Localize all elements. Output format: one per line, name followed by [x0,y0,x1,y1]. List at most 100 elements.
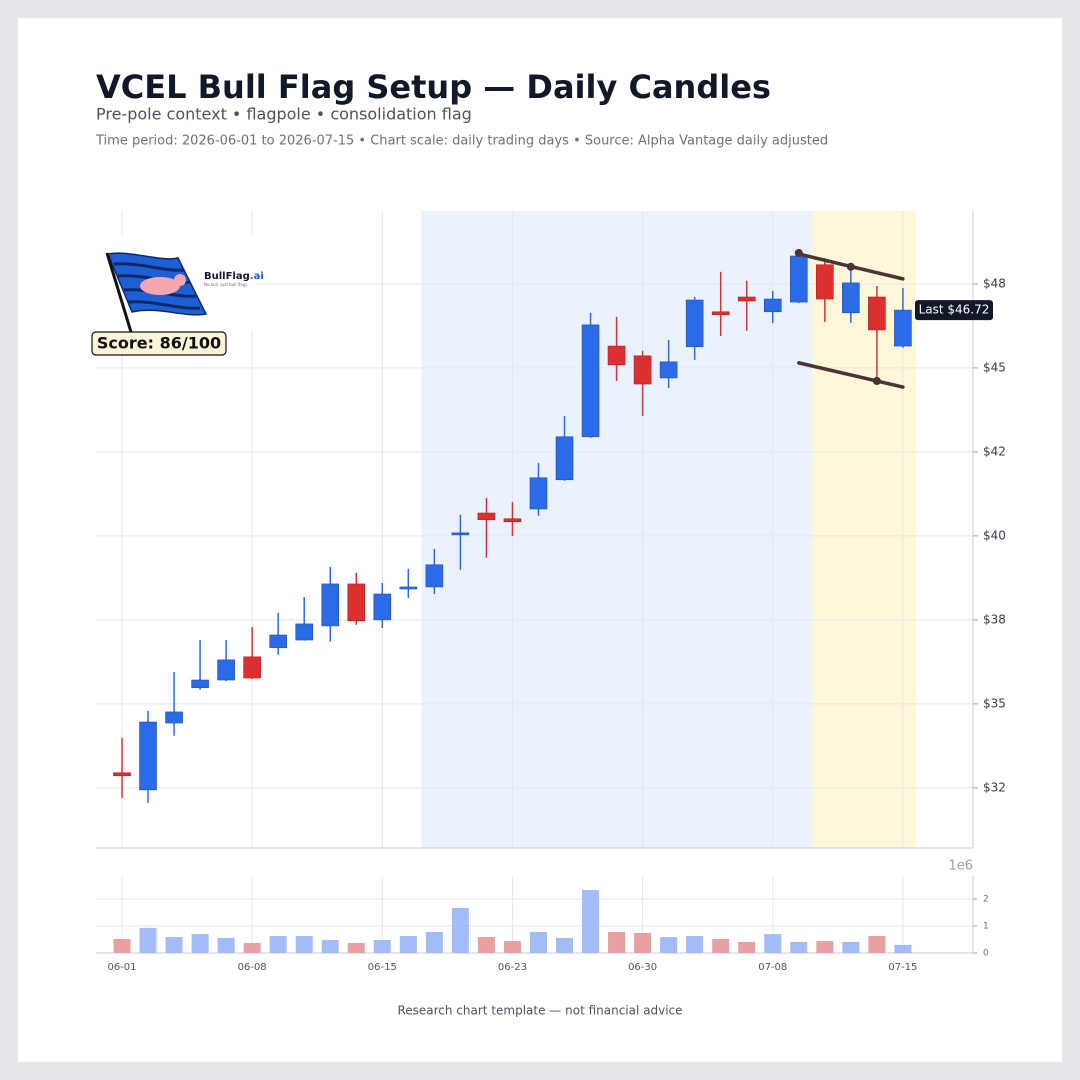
pivot [794,248,803,257]
candle-body [295,623,314,641]
volume-bar [816,941,834,953]
candle-body [763,298,782,313]
volume-bar [165,937,183,953]
bull-head [174,274,186,286]
volume-bar [712,938,730,953]
candle-body [399,586,418,590]
candle-body [581,324,600,438]
volume-bar [113,938,131,953]
y-tick-label: $45 [983,360,1006,374]
phase-region [811,211,916,848]
volume-bar [347,943,365,953]
candle-body [607,345,626,366]
last-label-box [915,300,993,321]
last-label: Last $46.72 [919,303,990,317]
volume-tick-label: 1 [983,921,989,931]
subtitle: Pre-pole context • flagpole • consolidat… [96,105,472,124]
score: Score: 86/100 [97,334,221,353]
candle-body [816,264,834,300]
y-tick-label: $38 [983,612,1006,626]
candle-body [269,634,287,649]
y-tick-label: $48 [983,276,1006,290]
pivot [872,377,881,386]
volume-bar [738,941,756,953]
volume-bar [529,931,547,953]
x-tick-label: 06-23 [498,962,527,973]
candle-body [842,282,860,314]
volume-bar [217,937,235,953]
volume-bar [503,941,521,953]
volume-bar [582,890,600,953]
x-tick-label: 06-30 [628,962,657,973]
candle-body [243,656,261,679]
volume-tick-label: 2 [983,894,989,904]
logo-brand: BullFlag.ai [204,271,264,282]
candle-body [191,679,209,689]
bull [140,277,180,295]
candle-body [868,296,886,331]
candle-body [685,299,704,348]
volume-bar [842,941,860,953]
volume-bar [764,934,782,953]
phase-region [421,211,812,848]
candle-body [217,659,235,681]
x-tick-label: 07-08 [758,962,787,973]
candle-body [451,532,470,536]
volume-bar [295,935,313,953]
volume-bar [269,935,287,953]
volume-bar [660,937,678,953]
pivot [846,262,855,271]
volume-bar [894,944,912,953]
y-tick-label: $35 [983,696,1006,710]
y-tick-label: $42 [983,444,1006,458]
volume-bar [243,943,261,953]
plot: 06-01 06-08 06-15 06-23 06-30 07-08 07-15 $32 $3… [96,211,1006,973]
x-tick-label: 06-01 [107,962,136,973]
logo-tagline: No bull. Just bull flags [204,282,247,287]
y-tick-label: $40 [983,528,1006,542]
score-box [91,331,227,356]
logo: BullFlag.ai No bull. Just bull flags Sco… [91,235,264,356]
volume-offset: 1e6 [948,859,973,874]
brand-suffix: .ai [250,271,264,282]
volume-bar [556,937,574,953]
candle-body [139,721,157,791]
x-tick-label: 06-08 [238,962,267,973]
candle-body [555,436,574,481]
candle-body [347,583,366,622]
volume-bar [373,940,391,953]
candle-body [165,711,183,724]
candle-body [373,593,392,621]
x-tick-label: 07-15 [888,962,917,973]
candle-body [503,518,522,523]
candle-body [789,255,808,303]
candle-body [894,309,912,347]
volume-bar [451,907,469,953]
candle-body [529,477,548,510]
flag-pole [105,252,133,333]
candle-body [737,296,756,302]
candle-body [633,355,652,385]
candle-body [659,361,678,379]
volume-bar [790,941,808,953]
trendline [797,361,905,389]
volume-bar [191,934,209,953]
volume-bar [425,931,443,953]
volume-bar [686,935,704,953]
candle-body [711,311,730,316]
volume-tick-label: 0 [983,949,989,959]
candle-body [321,583,340,627]
volume-bar [321,940,339,953]
volume-bar [634,933,652,953]
brand: BullFlag [204,271,250,282]
chart-title: VCEL Bull Flag Setup — Daily Candles [96,68,771,106]
volume-bar [399,935,417,953]
candle-body [113,772,131,777]
volume-bar [868,935,886,953]
volume-bar [608,931,626,953]
footer: Research chart template — not financial … [397,1004,682,1018]
volume-bar [139,927,157,953]
meta: Time period: 2026-06-01 to 2026-07-15 • … [95,134,828,149]
candle-body [477,512,496,521]
